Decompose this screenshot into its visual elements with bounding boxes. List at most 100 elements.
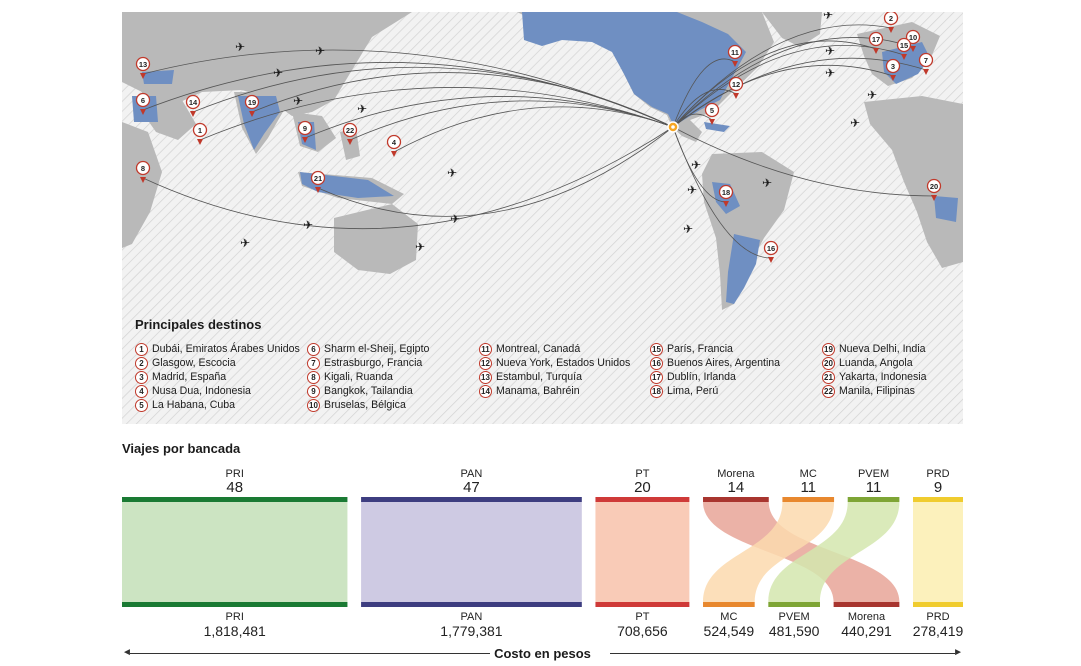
marker-number: 6 (141, 96, 145, 105)
plane-icon: ✈ (273, 66, 283, 80)
destination-marker-20: 20 (926, 178, 942, 201)
legend-item: 15 París, Francia (650, 342, 780, 356)
legend-label: Lima, Perú (667, 385, 719, 397)
marker-number: 22 (346, 126, 354, 135)
legend-label: Buenos Aires, Argentina (667, 357, 781, 369)
marker-number: 9 (303, 124, 307, 133)
trips-party-label: PRD (926, 468, 949, 480)
flight-route (199, 87, 674, 141)
greenland (762, 12, 822, 47)
plane-icon: ✈ (415, 240, 425, 254)
trips-value-label: 11 (866, 479, 882, 496)
cost-value-label: 1,818,481 (204, 623, 266, 639)
plane-icon: ✈ (315, 44, 325, 58)
marker-pin (197, 139, 203, 145)
cost-party-label: Morena (848, 611, 886, 623)
marker-pin (768, 257, 774, 263)
legend-item: 11 Montreal, Canadá (479, 342, 630, 356)
cost-bar-prd (913, 602, 963, 607)
cost-value-label: 440,291 (841, 623, 892, 639)
cost-party-label: PVEM (779, 611, 810, 623)
destination-marker-14: 14 (185, 94, 201, 117)
plane-icon: ✈ (357, 102, 367, 116)
legend-label: Yakarta, Indonesia (839, 371, 927, 383)
plane-icon: ✈ (691, 158, 701, 172)
marker-pin (140, 177, 146, 183)
legend-number: 13 (479, 370, 492, 384)
turkey-highlight (142, 70, 174, 84)
marker-number: 19 (248, 98, 256, 107)
flow-pt (595, 502, 690, 602)
trips-value-label: 9 (934, 479, 942, 496)
legend-label: Montreal, Canadá (496, 343, 581, 355)
marker-circle (905, 29, 921, 45)
marker-circle (727, 44, 743, 60)
marker-number: 10 (909, 33, 917, 42)
destination-marker-12: 12 (728, 76, 744, 99)
legend-label: París, Francia (667, 343, 733, 355)
australia (334, 204, 418, 274)
destination-marker-22: 22 (342, 122, 358, 145)
trips-party-label: Morena (717, 468, 755, 480)
marker-pin (910, 46, 916, 52)
legend-number: 3 (135, 370, 148, 384)
legend-item: 10 Bruselas, Bélgica (307, 398, 429, 412)
plane-icon: ✈ (240, 236, 250, 250)
legend-number: 11 (479, 342, 492, 356)
legend-title: Principales destinos (135, 317, 262, 332)
legend-item: 19 Nueva Delhi, India (822, 342, 927, 356)
marker-circle (896, 37, 912, 53)
flow-pri (122, 502, 348, 602)
cost-value-label: 278,419 (913, 623, 964, 639)
marker-pin (923, 69, 929, 75)
usa-canada-highlight (522, 12, 746, 126)
legend-item: 22 Manila, Filipinas (822, 384, 927, 398)
flight-route (142, 126, 674, 230)
trips-party-label: PRI (226, 468, 244, 480)
cost-bar-pri (122, 602, 348, 607)
flight-route (393, 106, 674, 153)
cuba-highlight (704, 122, 730, 132)
destination-marker-4: 4 (386, 134, 402, 157)
trips-bar-prd (913, 497, 963, 502)
marker-circle (135, 56, 151, 72)
trips-party-label: MC (800, 468, 817, 480)
cost-axis-label: Costo en pesos (494, 646, 591, 661)
flight-route (672, 126, 935, 197)
world-map: ✈ ✈✈✈✈✈✈✈✈✈✈✈✈✈✈✈✈✈✈ 12345678910111213141… (122, 12, 963, 424)
marker-number: 11 (731, 48, 739, 57)
cost-party-label: PRI (226, 611, 244, 623)
legend-item: 7 Estrasburgo, Francia (307, 356, 429, 370)
marker-circle (885, 58, 901, 74)
legend-label: Manila, Filipinas (839, 385, 915, 397)
legend-number: 10 (307, 398, 320, 412)
legend-number: 2 (135, 356, 148, 370)
legend-label: Kigali, Ruanda (324, 371, 393, 383)
india-highlight (238, 96, 280, 150)
destination-marker-7: 7 (918, 52, 934, 75)
legend-number: 9 (307, 384, 320, 398)
cost-bar-pt (595, 602, 690, 607)
marker-number: 5 (710, 106, 714, 115)
sankey-chart: PRI48PAN47PT20Morena14MC11PVEM11PRD9PRI1… (122, 468, 964, 639)
legend-item: 4 Nusa Dua, Indonesia (135, 384, 300, 398)
flow-morena (703, 502, 900, 602)
destination-marker-1: 1 (192, 122, 208, 145)
marker-number: 13 (139, 60, 147, 69)
trips-party-label: PVEM (858, 468, 889, 480)
legend-label: Bangkok, Tailandia (324, 385, 413, 397)
world-map-panel: ✈ ✈ ✈ ✈ ✈ ✈ ✈ ✈ ✈ ✈ ✈ ✈ ✈ ✈ ✈ ✈ ✈ ✈ ✈ 1 2 3 4 5 6 7 8 9 10 11 12 13 14 1… (122, 12, 963, 424)
legend-item: 21 Yakarta, Indonesia (822, 370, 927, 384)
destination-marker-21: 21 (310, 170, 326, 193)
trips-party-label: PT (635, 468, 649, 480)
marker-number: 15 (900, 41, 908, 50)
marker-pin (901, 54, 907, 60)
legend-label: Sharm el-Sheij, Egipto (324, 343, 430, 355)
africa (864, 96, 963, 268)
plane-icon: ✈ (293, 94, 303, 108)
marker-circle (868, 31, 884, 47)
destination-countries (132, 12, 958, 304)
marker-pin (315, 187, 321, 193)
flow-prd (913, 502, 963, 602)
